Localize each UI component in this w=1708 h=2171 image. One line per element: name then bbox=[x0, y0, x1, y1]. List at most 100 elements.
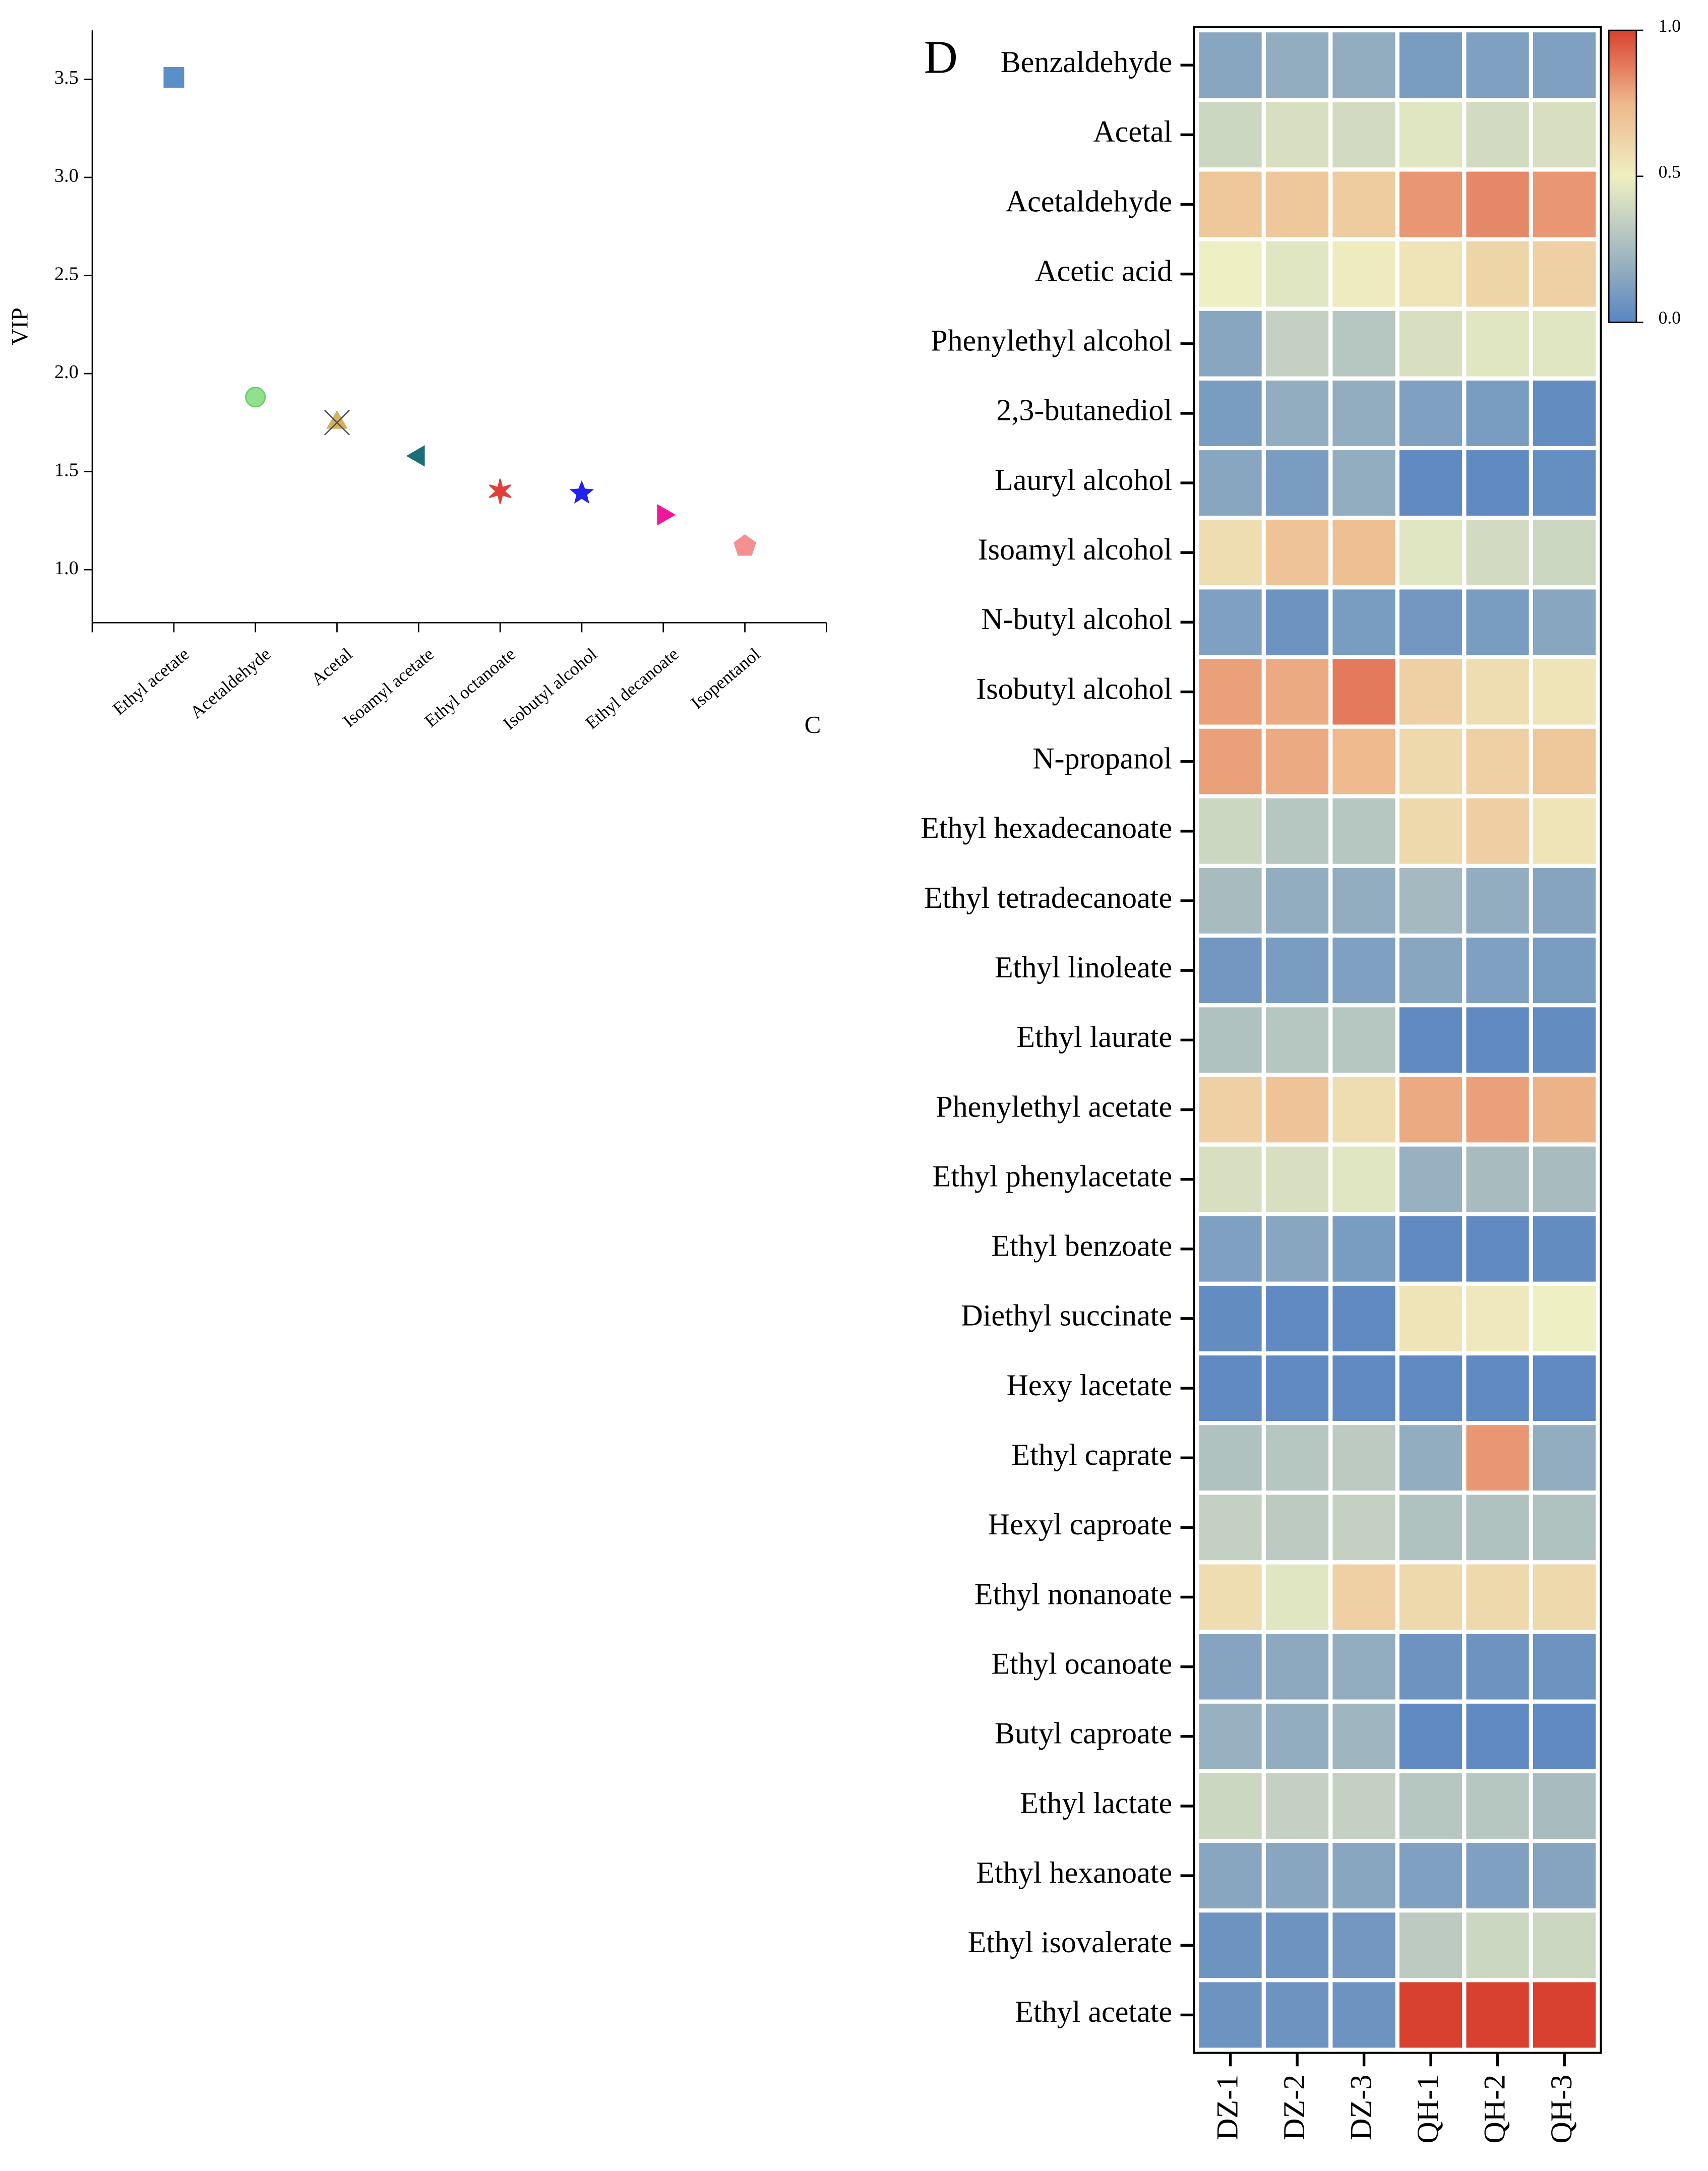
cell bbox=[1195, 167, 1266, 241]
cell bbox=[1261, 98, 1333, 172]
x-tick-label: Ethyl acetate bbox=[109, 644, 193, 719]
cell bbox=[1395, 1699, 1467, 1774]
cell bbox=[1195, 306, 1266, 381]
cell bbox=[1328, 446, 1399, 520]
cell bbox=[1395, 1281, 1467, 1356]
cell bbox=[1261, 724, 1333, 798]
y-tick-label: 1.0 bbox=[54, 557, 79, 579]
cell bbox=[1462, 1421, 1534, 1495]
x-tick-label: Isopentanol bbox=[687, 644, 764, 713]
cell bbox=[1261, 28, 1333, 102]
row-label: Phenylethyl acetate bbox=[936, 1090, 1172, 1124]
cell bbox=[1462, 306, 1534, 381]
cell bbox=[1195, 1281, 1266, 1356]
cell bbox=[1395, 1560, 1467, 1634]
cell bbox=[1395, 446, 1467, 520]
cell bbox=[1195, 1351, 1266, 1425]
panel-label: C bbox=[805, 711, 821, 738]
cell bbox=[1261, 794, 1333, 869]
cell bbox=[1328, 1073, 1399, 1147]
cell bbox=[1195, 585, 1266, 659]
cell bbox=[1395, 1978, 1467, 2052]
row-label: Acetal bbox=[1093, 115, 1172, 149]
cell bbox=[1328, 1281, 1399, 1356]
cell bbox=[1529, 1281, 1600, 1356]
cell bbox=[1395, 1421, 1467, 1495]
point bbox=[326, 410, 348, 429]
cell bbox=[1529, 98, 1600, 172]
cell bbox=[1195, 1212, 1266, 1286]
cell bbox=[1395, 516, 1467, 590]
point bbox=[245, 387, 266, 408]
cell bbox=[1462, 863, 1534, 938]
cell bbox=[1462, 1142, 1534, 1216]
cell bbox=[1261, 655, 1333, 729]
cell bbox=[1195, 1560, 1266, 1634]
cell bbox=[1462, 1073, 1534, 1147]
cell bbox=[1261, 306, 1333, 381]
cell bbox=[1195, 1769, 1266, 1843]
cell bbox=[1529, 933, 1600, 1008]
cell bbox=[1395, 1073, 1467, 1147]
cell bbox=[1462, 1908, 1534, 1982]
cell bbox=[1395, 1838, 1467, 1913]
row-label: Acetaldehyde bbox=[1006, 184, 1172, 218]
colorbar-tick-label: 0.0 bbox=[1659, 307, 1681, 328]
cell bbox=[1395, 1351, 1467, 1425]
cell bbox=[1195, 237, 1266, 311]
cell bbox=[1529, 1421, 1600, 1495]
cell bbox=[1529, 1491, 1600, 1565]
cell bbox=[1462, 1560, 1534, 1634]
column-label: QH-3 bbox=[1545, 2075, 1578, 2144]
cell bbox=[1328, 1769, 1399, 1843]
cell bbox=[1328, 863, 1399, 938]
cell bbox=[1462, 1351, 1534, 1425]
y-tick-label: 3.0 bbox=[54, 165, 79, 187]
column-label: DZ-3 bbox=[1344, 2075, 1378, 2140]
cell bbox=[1395, 724, 1467, 798]
cell bbox=[1261, 1003, 1333, 1077]
cell bbox=[1328, 1212, 1399, 1286]
cell bbox=[1328, 237, 1399, 311]
cell bbox=[1261, 1142, 1333, 1216]
cell bbox=[1529, 1908, 1600, 1982]
cell bbox=[1195, 933, 1266, 1008]
cell bbox=[1261, 446, 1333, 520]
cell bbox=[1529, 1769, 1600, 1843]
cell bbox=[1529, 516, 1600, 590]
panel-label: D bbox=[924, 31, 958, 83]
cell bbox=[1195, 98, 1266, 172]
y-tick-label: 2.0 bbox=[54, 361, 79, 383]
row-label: 2,3-butanediol bbox=[996, 394, 1172, 427]
row-label: Ethyl laurate bbox=[1016, 1020, 1172, 1054]
cell bbox=[1261, 1908, 1333, 1982]
cell bbox=[1462, 585, 1534, 659]
cell bbox=[1529, 28, 1600, 102]
cell bbox=[1328, 1630, 1399, 1704]
point bbox=[163, 67, 185, 88]
cell bbox=[1529, 863, 1600, 938]
cell bbox=[1261, 1212, 1333, 1286]
cell bbox=[1395, 1491, 1467, 1565]
cell bbox=[1261, 1351, 1333, 1425]
cell bbox=[1261, 1838, 1333, 1913]
y-tick-label: 1.5 bbox=[54, 459, 79, 480]
cell bbox=[1529, 1073, 1600, 1147]
cell bbox=[1328, 1491, 1399, 1565]
row-label: Ethyl nonanoate bbox=[974, 1577, 1172, 1611]
cell bbox=[1195, 1003, 1266, 1077]
cell bbox=[1395, 237, 1467, 311]
row-label: Isobutyl alcohol bbox=[976, 672, 1172, 706]
cell bbox=[1328, 724, 1399, 798]
colorbar-tick-label: 0.5 bbox=[1659, 161, 1681, 181]
x-tick-label: Acetaldehyde bbox=[186, 644, 274, 722]
cell bbox=[1395, 655, 1467, 729]
cell bbox=[1462, 1769, 1534, 1843]
cell bbox=[1195, 516, 1266, 590]
cell bbox=[1328, 167, 1399, 241]
cell bbox=[1462, 1630, 1534, 1704]
cell bbox=[1395, 98, 1467, 172]
colorbar-tick-label: 1.0 bbox=[1659, 16, 1681, 36]
row-label: Ethyl tetradecanoate bbox=[924, 881, 1172, 915]
cell bbox=[1462, 237, 1534, 311]
